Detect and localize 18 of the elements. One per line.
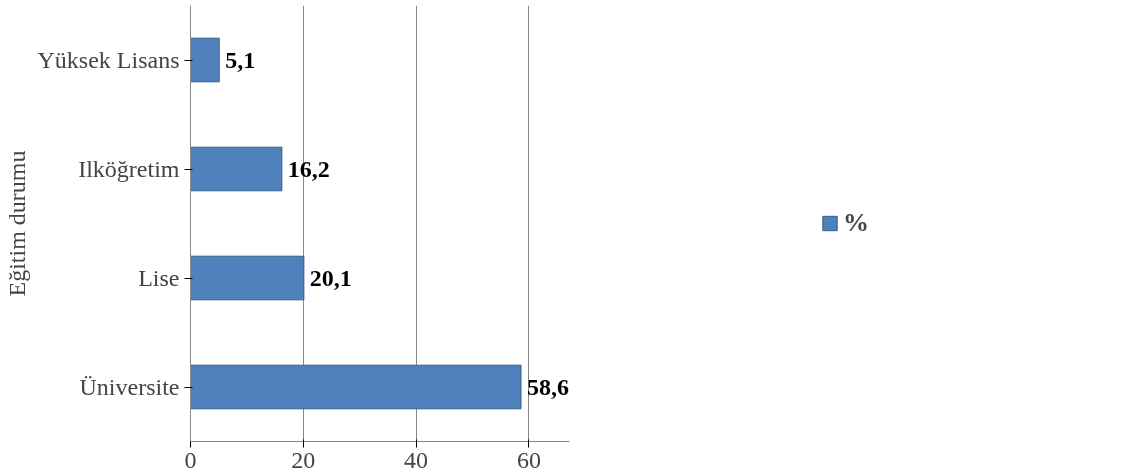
bar bbox=[190, 364, 522, 410]
bar bbox=[190, 255, 305, 301]
y-tick-label: Yüksek Lisans bbox=[37, 47, 180, 73]
x-tick-label: 40 bbox=[404, 446, 429, 473]
bar bbox=[190, 146, 283, 192]
y-axis-title: Eğitim durumu bbox=[3, 150, 30, 297]
x-tick-label: 0 bbox=[184, 446, 197, 473]
x-tick-label: 60 bbox=[516, 446, 541, 473]
legend-label: % bbox=[843, 208, 869, 238]
data-label: 16,2 bbox=[287, 155, 330, 182]
bar bbox=[190, 37, 220, 83]
x-tick-label: 20 bbox=[291, 446, 316, 473]
y-tick-label: Üniversite bbox=[79, 374, 180, 400]
data-label: 20,1 bbox=[309, 264, 352, 291]
y-tick-label: Ilköğretim bbox=[78, 156, 180, 182]
y-tick-label: Lise bbox=[138, 265, 180, 291]
data-label: 5,1 bbox=[225, 46, 256, 73]
data-label: 58,6 bbox=[527, 373, 569, 400]
